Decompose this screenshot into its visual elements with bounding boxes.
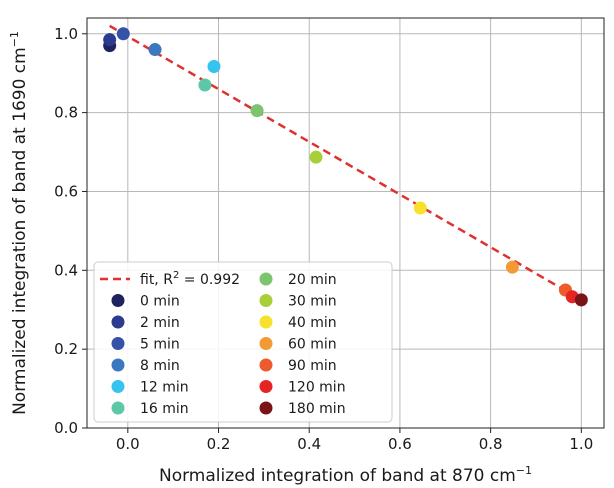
x-tick-label: 0.6 <box>388 435 412 453</box>
y-tick-label: 0.4 <box>54 261 78 279</box>
legend-label: 180 min <box>288 401 346 417</box>
data-point <box>103 33 117 47</box>
legend-swatch <box>259 315 273 329</box>
x-tick-label: 0.0 <box>116 435 140 453</box>
plot-frame <box>86 17 605 429</box>
y-tick-label: 0.6 <box>54 182 78 200</box>
legend-label: 12 min <box>140 380 189 396</box>
legend-swatch <box>111 401 125 415</box>
legend-items: fit, R2 = 0.992 0 min 2 min 5 min 8 min 12 mi… <box>100 270 346 417</box>
legend-label: 120 min <box>288 380 346 396</box>
legend-label: 90 min <box>288 358 337 374</box>
legend-swatch <box>111 294 125 307</box>
legend-swatch <box>111 315 125 329</box>
legend-swatch <box>259 337 273 350</box>
y-tick-label: 0.0 <box>54 419 78 437</box>
legend-swatch <box>111 337 125 350</box>
data-points <box>103 27 588 307</box>
data-point <box>413 201 427 215</box>
legend-box <box>93 261 393 423</box>
x-tick-label: 0.8 <box>479 435 503 453</box>
legend-swatch <box>259 294 273 307</box>
data-point <box>148 43 162 57</box>
data-point <box>574 293 588 307</box>
legend-swatch <box>259 380 273 393</box>
legend-label: 30 min <box>288 294 337 310</box>
axis-ticks: 0.0 0.2 0.4 0.6 0.8 1.0 0.0 0.2 0.4 0.6 0.8 1.0 <box>54 25 593 453</box>
legend-label: 5 min <box>140 337 180 353</box>
y-tick-label: 0.2 <box>54 340 78 358</box>
legend-swatch <box>259 401 273 415</box>
legend-swatch <box>111 358 125 372</box>
y-tick-label: 1.0 <box>54 25 78 43</box>
legend-label: 2 min <box>140 315 180 331</box>
legend-label: 8 min <box>140 358 180 374</box>
y-tick-label: 0.8 <box>54 104 78 122</box>
y-axis-label: Normalized integration of band at 1690 c… <box>8 31 30 415</box>
data-point <box>207 59 221 73</box>
legend-swatch <box>259 272 273 286</box>
data-point <box>309 150 323 164</box>
legend-fit-label: fit, R2 = 0.992 <box>140 270 240 288</box>
x-tick-label: 0.4 <box>297 435 321 453</box>
legend-label: 16 min <box>140 401 189 417</box>
legend-swatch <box>111 380 125 393</box>
legend-swatch <box>259 358 273 372</box>
x-axis-label: Normalized integration of band at 870 cm… <box>159 464 532 486</box>
legend-label: 60 min <box>288 337 337 353</box>
legend-label: 40 min <box>288 315 337 331</box>
data-point <box>250 104 264 118</box>
data-point <box>198 78 212 92</box>
legend-label: 0 min <box>140 294 180 310</box>
data-point <box>116 27 130 41</box>
x-tick-label: 1.0 <box>569 435 593 453</box>
x-tick-label: 0.2 <box>207 435 231 453</box>
data-point <box>505 260 519 274</box>
legend-label: 20 min <box>288 272 337 288</box>
legend: fit, R2 = 0.992 0 min 2 min 5 min 8 min 12 mi… <box>93 261 393 423</box>
